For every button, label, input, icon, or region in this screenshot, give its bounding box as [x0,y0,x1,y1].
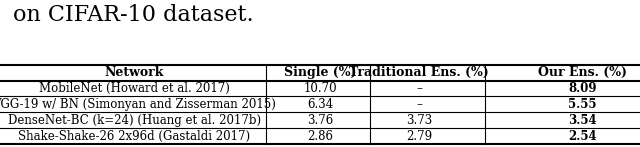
Text: 5.55: 5.55 [568,98,596,111]
Text: 3.73: 3.73 [406,114,433,127]
Text: –: – [416,82,422,95]
Text: 3.76: 3.76 [307,114,333,127]
Text: 8.09: 8.09 [568,82,596,95]
Text: 2.79: 2.79 [406,130,432,143]
Text: Our Ens. (%): Our Ens. (%) [538,66,627,79]
Text: 10.70: 10.70 [303,82,337,95]
Text: Network: Network [105,66,164,79]
Text: 6.34: 6.34 [307,98,333,111]
Text: 2.54: 2.54 [568,130,596,143]
Text: Traditional Ens. (%): Traditional Ens. (%) [349,66,489,79]
Text: 3.54: 3.54 [568,114,596,127]
Text: Single (%): Single (%) [284,66,356,79]
Text: DenseNet-BC (k=24) (Huang et al. 2017b): DenseNet-BC (k=24) (Huang et al. 2017b) [8,114,261,127]
Text: Shake-Shake-26 2x96d (Gastaldi 2017): Shake-Shake-26 2x96d (Gastaldi 2017) [19,130,250,143]
Text: VGG-19 w/ BN (Simonyan and Zisserman 2015): VGG-19 w/ BN (Simonyan and Zisserman 201… [0,98,276,111]
Text: on CIFAR-10 dataset.: on CIFAR-10 dataset. [13,4,253,26]
Text: –: – [416,98,422,111]
Text: 2.86: 2.86 [307,130,333,143]
Text: MobileNet (Howard et al. 2017): MobileNet (Howard et al. 2017) [39,82,230,95]
